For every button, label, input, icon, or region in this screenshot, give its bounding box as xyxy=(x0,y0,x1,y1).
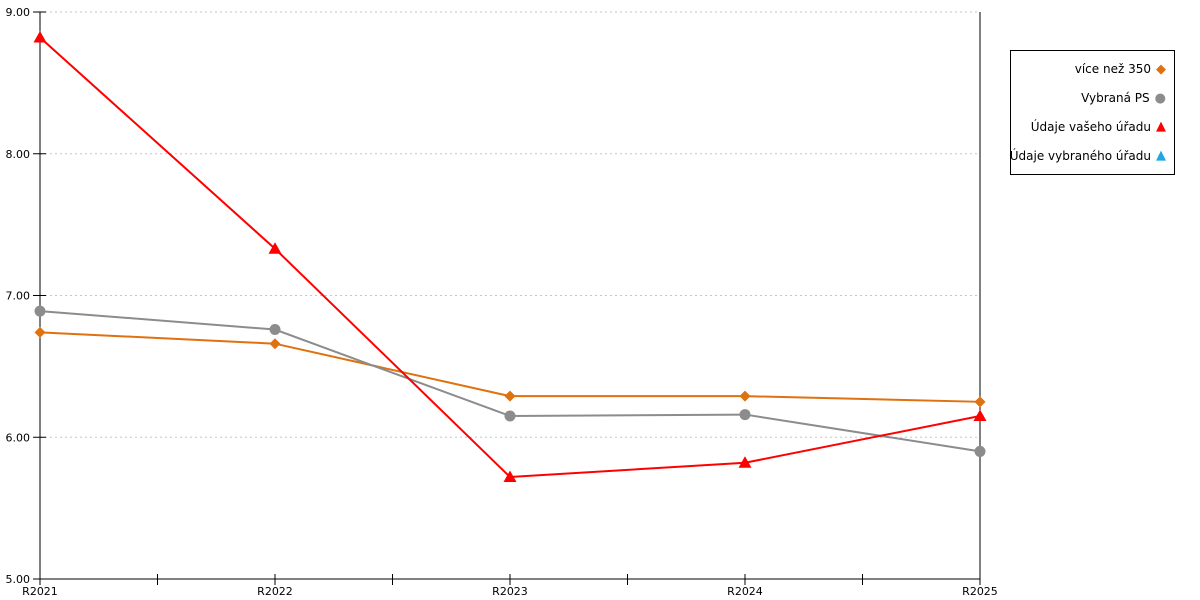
data-point-marker xyxy=(504,410,516,422)
legend-circle-icon: ● xyxy=(1154,90,1166,106)
legend-item: Vybraná PS ● xyxy=(1081,91,1166,105)
legend-diamond-icon: ◆ xyxy=(1156,61,1166,77)
series-line xyxy=(39,310,981,453)
legend-label: Údaje vašeho úřadu xyxy=(1030,119,1151,134)
x-tick-label: R2024 xyxy=(727,585,763,598)
data-point-marker xyxy=(34,326,46,338)
data-point-marker xyxy=(269,338,281,350)
x-tick-label: R2023 xyxy=(492,585,528,598)
x-tick-label: R2022 xyxy=(257,585,293,598)
data-point-marker xyxy=(269,324,281,336)
data-point-marker xyxy=(504,390,516,402)
y-tick-label: 7.00 xyxy=(6,290,31,303)
legend-item: Údaje vašeho úřadu ▲ xyxy=(1031,120,1166,134)
data-point-marker xyxy=(268,242,282,254)
data-point-marker xyxy=(34,305,46,317)
data-point-marker xyxy=(973,409,987,421)
y-tick-label: 9.00 xyxy=(6,6,31,19)
legend-label: více než 350 xyxy=(1074,62,1151,77)
y-tick-label: 8.00 xyxy=(6,148,31,161)
legend-label: Vybraná PS xyxy=(1081,91,1150,106)
data-point-marker xyxy=(974,396,986,408)
data-point-marker xyxy=(739,390,751,402)
legend-label: Údaje vybraného úřadu xyxy=(1009,148,1151,163)
legend-red-triangle-icon: ▲ xyxy=(1156,119,1166,135)
x-tick-label: R2021 xyxy=(22,585,58,598)
data-point-marker xyxy=(503,470,517,482)
data-point-marker xyxy=(739,409,751,421)
x-tick-label: R2025 xyxy=(962,585,998,598)
legend-item: více než 350 ◆ xyxy=(1075,62,1166,76)
legend: více než 350 ◆ Vybraná PS ● Údaje vašeho… xyxy=(1010,50,1175,175)
data-point-marker xyxy=(974,445,986,457)
data-point-marker xyxy=(33,31,47,43)
data-point-marker xyxy=(738,456,752,468)
legend-blue-triangle-icon: ▲ xyxy=(1156,148,1166,164)
y-tick-label: 5.00 xyxy=(6,573,31,586)
y-tick-label: 6.00 xyxy=(6,431,31,444)
legend-item: Údaje vybraného úřadu ▲ xyxy=(1010,149,1166,163)
